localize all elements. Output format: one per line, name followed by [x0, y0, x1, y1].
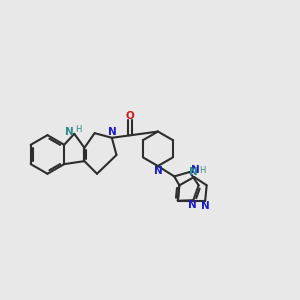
Text: N: N [64, 127, 73, 137]
Text: N: N [188, 200, 197, 210]
Text: H: H [199, 166, 205, 175]
Text: N: N [108, 128, 117, 137]
Text: O: O [125, 111, 134, 121]
Text: H: H [76, 125, 82, 134]
Text: N: N [201, 201, 210, 211]
Text: N: N [189, 167, 197, 177]
Text: N: N [154, 167, 162, 176]
Text: N: N [191, 166, 200, 176]
